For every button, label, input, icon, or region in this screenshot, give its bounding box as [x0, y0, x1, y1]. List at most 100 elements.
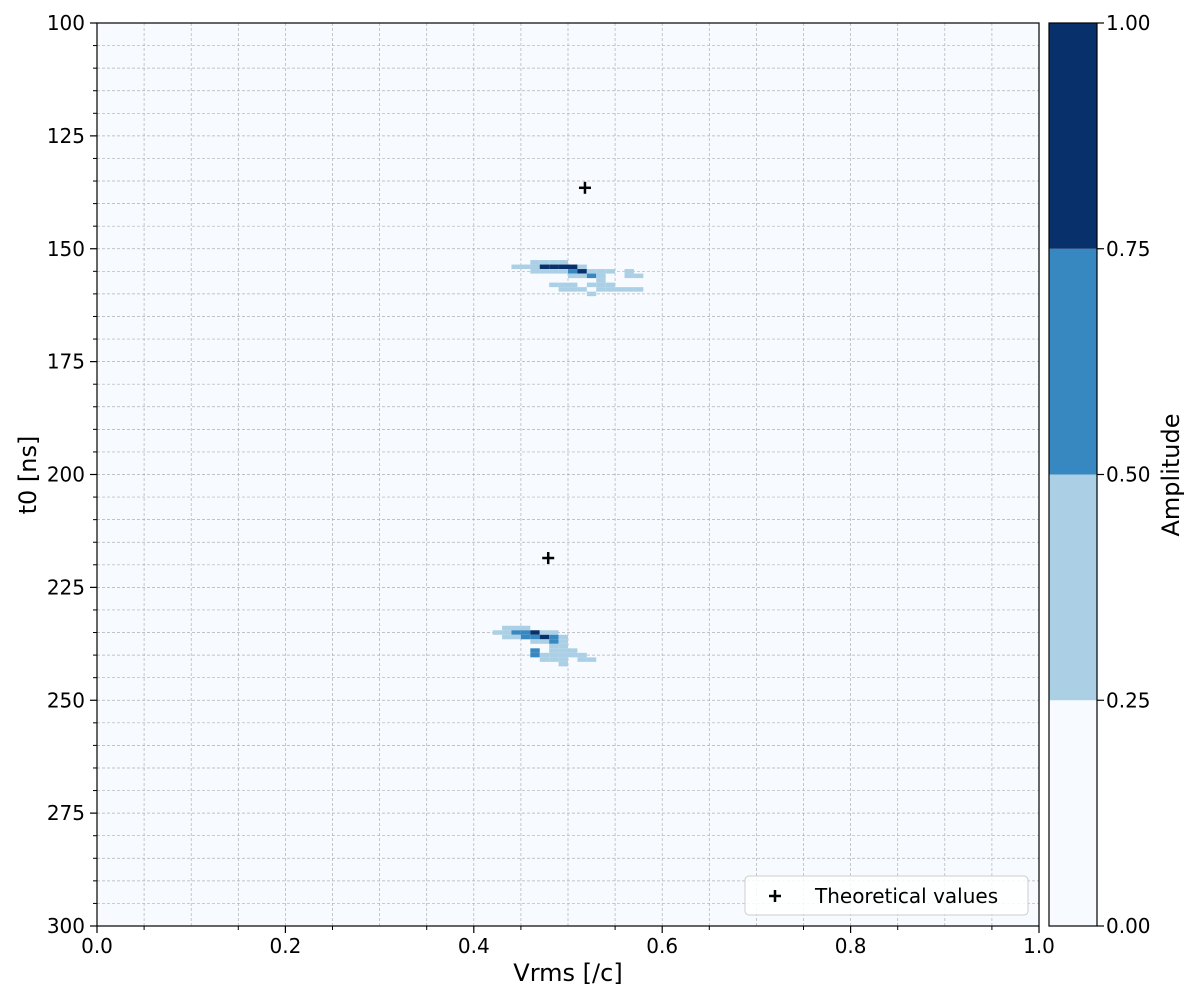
heatmap-cell: [558, 639, 568, 644]
colorbar-title: Amplitude: [1157, 414, 1185, 537]
heatmap-cell: [549, 643, 559, 649]
heatmap-cell: [530, 648, 540, 653]
heatmap-cell: [558, 657, 568, 662]
heatmap-cell: [577, 269, 587, 274]
heatmap-cell: [502, 630, 512, 635]
heatmap-cell: [530, 269, 540, 274]
heatmap-cell: [568, 652, 578, 658]
heatmap-cell: [549, 264, 559, 270]
legend-box: [744, 875, 1029, 916]
heatmap-cell: [568, 648, 578, 653]
heatmap-cell: [511, 264, 521, 270]
plot-area: 0.0 0.2 0.4 0.6 0.8 1.0 100 125 150 175 200 225 250 2…: [47, 11, 1055, 958]
y-axis-title: t0 [ns]: [14, 436, 42, 515]
heatmap-cell: [511, 625, 521, 631]
colorbar: 0.00 0.25 0.50 0.75 1.00: [1048, 11, 1151, 938]
heatmap-cell: [558, 648, 568, 653]
theoretical-markers: [542, 181, 591, 565]
y-tick-label: 200: [47, 463, 85, 487]
colorbar-band: [1049, 700, 1097, 926]
colorbar-tick-label: 0.75: [1106, 237, 1151, 261]
heatmap-cell: [577, 652, 587, 658]
heatmap-cell: [549, 260, 559, 265]
heatmap-cell: [539, 639, 550, 644]
heatmap-cell: [596, 269, 606, 274]
heatmap-cell: [520, 630, 531, 635]
heatmap-cell: [615, 287, 625, 292]
heatmap-cell: [586, 657, 597, 662]
y-tick-label: 275: [47, 801, 85, 825]
theoretical-point: [578, 181, 591, 194]
colorbar-band: [1049, 474, 1097, 701]
legend: Theoretical values: [744, 875, 1029, 916]
heatmap-cell: [530, 639, 540, 644]
heatmap-cell: [558, 260, 568, 265]
heatmap-cell: [568, 287, 578, 292]
heatmap-cell: [539, 260, 550, 265]
colorbar-band: [1049, 248, 1097, 475]
heatmap-cell: [596, 278, 606, 283]
heatmap-cell: [539, 630, 550, 635]
heatmap-cell: [530, 630, 540, 635]
x-tick-label: 0.8: [835, 934, 867, 958]
heatmap-cell: [633, 273, 644, 279]
heatmap-cell: [558, 634, 568, 640]
heatmap-cell: [539, 264, 550, 270]
heatmap-cell: [577, 273, 587, 279]
heatmap-cell: [549, 269, 559, 274]
theoretical-point: [542, 552, 555, 565]
heatmap-cell: [558, 269, 568, 274]
heatmap-cell: [558, 652, 568, 658]
heatmap-cells: [492, 260, 644, 667]
legend-label: Theoretical values: [814, 884, 998, 908]
heatmap-cell: [530, 264, 540, 270]
y-tick-label: 300: [47, 914, 85, 938]
colorbar-band: [1049, 23, 1097, 249]
heatmap-cell: [530, 260, 540, 265]
x-axis: 0.0 0.2 0.4 0.6 0.8 1.0: [81, 926, 1055, 958]
heatmap-cell: [549, 657, 559, 662]
heatmap-cell: [558, 661, 568, 667]
heatmap-cell: [586, 269, 597, 274]
heatmap-cell: [530, 652, 540, 658]
heatmap-cell: [596, 273, 606, 279]
heatmap-cell: [549, 648, 559, 653]
y-tick-label: 250: [47, 688, 85, 712]
heatmap-cell: [586, 273, 597, 279]
x-tick-label: 0.0: [81, 934, 113, 958]
x-tick-label: 1.0: [1023, 934, 1055, 958]
x-axis-title: Vrms [/c]: [513, 959, 622, 987]
heatmap-cell: [568, 273, 578, 279]
heatmap-cell: [586, 282, 597, 288]
heatmap-cell: [511, 634, 521, 640]
heatmap-cell: [568, 264, 578, 270]
heatmap-cell: [549, 282, 559, 288]
y-axis: 100 125 150 175 200 225 250 275 300: [47, 11, 97, 938]
heatmap-cell: [568, 282, 578, 288]
heatmap-cell: [605, 269, 616, 274]
heatmap-cell: [624, 287, 634, 292]
heatmap-cell: [577, 264, 587, 270]
y-tick-label: 225: [47, 575, 85, 599]
heatmap-cell: [549, 630, 559, 635]
heatmap-cell: [633, 287, 644, 292]
heatmap-cell: [549, 639, 559, 644]
heatmap-cell: [539, 652, 550, 658]
heatmap-cell: [624, 273, 634, 279]
colorbar-tick-label: 0.00: [1106, 914, 1151, 938]
heatmap-cell: [624, 269, 634, 274]
heatmap-cell: [596, 287, 606, 292]
heatmap-cell: [568, 269, 578, 274]
grid-lines: [97, 23, 1039, 926]
legend-marker-icon: [769, 890, 781, 902]
heatmap-cell: [539, 269, 550, 274]
heatmap-cell: [539, 657, 550, 662]
colorbar-tick-label: 0.50: [1106, 463, 1151, 487]
heatmap-cell: [502, 634, 512, 640]
heatmap-cell: [492, 630, 503, 635]
heatmap-cell: [511, 630, 521, 635]
heatmap-cell: [577, 657, 587, 662]
heatmap-cell: [502, 625, 512, 631]
